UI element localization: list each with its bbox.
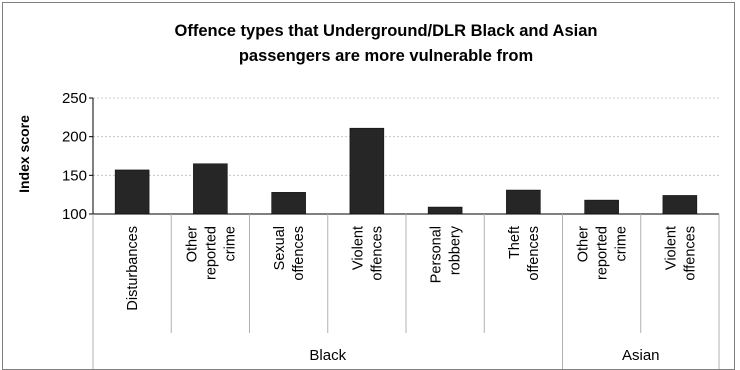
category-label: reported bbox=[595, 226, 611, 280]
category-label: Sexual bbox=[272, 226, 288, 270]
category-label: offences bbox=[682, 226, 698, 281]
group-label: Black bbox=[309, 347, 346, 364]
chart-title-line: passengers are more vulnerable from bbox=[239, 47, 533, 65]
bar bbox=[271, 192, 306, 215]
category-label: Violent bbox=[663, 226, 679, 270]
bar-chart: Offence types that Underground/DLR Black… bbox=[16, 22, 720, 369]
y-tick-label: 250 bbox=[62, 90, 87, 107]
bar bbox=[662, 195, 698, 215]
category-label: offences bbox=[291, 226, 307, 281]
category-label: offences bbox=[526, 226, 542, 281]
y-tick-label: 200 bbox=[62, 129, 87, 146]
category-label: reported bbox=[203, 226, 219, 280]
bar bbox=[584, 199, 619, 215]
y-tick-label: 100 bbox=[62, 206, 87, 223]
bar bbox=[349, 127, 385, 215]
category-label: Violent bbox=[350, 226, 366, 270]
category-label: Disturbances bbox=[125, 226, 141, 311]
category-label: robbery bbox=[448, 225, 464, 275]
y-tick-label: 150 bbox=[62, 167, 87, 184]
y-axis-title: Index score bbox=[16, 115, 32, 193]
category-label: crime bbox=[222, 226, 238, 261]
category-label: crime bbox=[614, 226, 630, 261]
bar bbox=[114, 169, 150, 215]
bar bbox=[427, 206, 463, 215]
chart-title-line: Offence types that Underground/DLR Black… bbox=[175, 22, 598, 40]
category-label: Other bbox=[576, 226, 592, 262]
category-label: Theft bbox=[507, 226, 523, 259]
category-label: Personal bbox=[429, 226, 445, 283]
category-label: Other bbox=[184, 226, 200, 262]
bar bbox=[193, 163, 228, 215]
bar bbox=[506, 189, 541, 215]
category-label: offences bbox=[369, 226, 385, 281]
group-label: Asian bbox=[622, 347, 660, 364]
